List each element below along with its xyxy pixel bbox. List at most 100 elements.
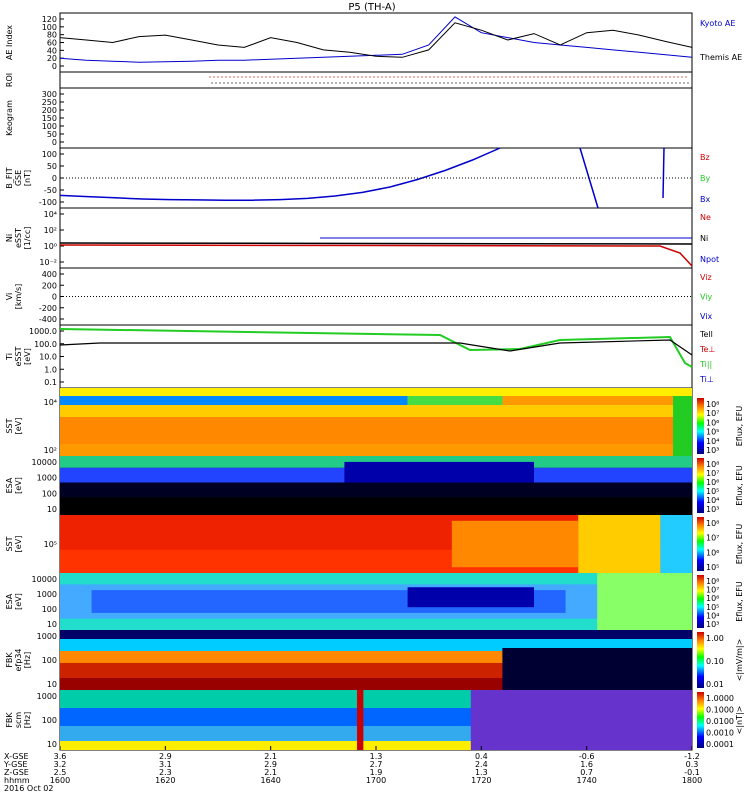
roi-dot xyxy=(627,82,629,84)
roi-dot xyxy=(267,82,269,84)
roi-dot xyxy=(495,82,497,84)
roi-dot xyxy=(479,82,481,84)
bfit-ytick-label: 100 xyxy=(42,150,57,159)
roi-dot xyxy=(337,76,339,78)
sst_i-ylabel-0: SST xyxy=(5,536,14,551)
roi-dot xyxy=(455,82,457,84)
keogram-ytick-label: 150 xyxy=(42,114,57,123)
esa_i-colorbar xyxy=(697,575,704,628)
esa_i-ytick-label: 10 xyxy=(47,620,57,629)
roi-dot xyxy=(409,76,411,78)
roi-dot xyxy=(341,76,343,78)
roi-dot xyxy=(393,76,395,78)
roi-dot xyxy=(621,76,623,78)
xtick-z: 1.9 xyxy=(370,768,383,777)
velocity-ytick-label: 400 xyxy=(42,270,57,279)
esa_e-ytick-label: 100 xyxy=(42,489,57,498)
mode-strip xyxy=(60,388,692,396)
roi-dot xyxy=(611,82,613,84)
density-black xyxy=(59,242,693,245)
roi-dot xyxy=(437,76,439,78)
roi-dot xyxy=(607,82,609,84)
keogram-frame xyxy=(59,87,693,149)
roi-dot xyxy=(645,76,647,78)
esa_e-cbar-tick: 10⁶ xyxy=(706,478,719,487)
fbk_e-cbar-tick: 0.01 xyxy=(706,680,724,689)
roi-dot xyxy=(477,76,479,78)
roi-dot xyxy=(599,82,601,84)
temp-ytick-label: 1000.0 xyxy=(29,327,57,336)
roi-dot xyxy=(431,82,433,84)
roi-dot xyxy=(239,82,241,84)
fbk_b-ylabel-1: scm xyxy=(14,712,23,729)
roi-dot xyxy=(595,82,597,84)
density-legend-1: Ni xyxy=(700,234,708,243)
roi-dot xyxy=(271,82,273,84)
sst_e-cell xyxy=(407,396,503,405)
esa_i-cell xyxy=(407,587,534,608)
roi-dot xyxy=(651,82,653,84)
keogram-ytick-label: 50 xyxy=(47,130,57,139)
esa_e-cbar-label: Eflux, EFU xyxy=(735,465,744,506)
esa_i-ytick-label: 100 xyxy=(42,605,57,614)
roi-dot xyxy=(231,82,233,84)
velocity-ytick-label: 0 xyxy=(52,293,57,302)
roi-dot xyxy=(577,76,579,78)
temp-black xyxy=(59,339,693,356)
roi-dot xyxy=(557,76,559,78)
roi-dot xyxy=(559,82,561,84)
bfit-ytick-label: -100 xyxy=(39,198,57,207)
roi-dot xyxy=(233,76,235,78)
fbk_e-cell xyxy=(502,648,692,690)
roi-dot xyxy=(531,82,533,84)
roi-dot xyxy=(221,76,223,78)
roi-dot xyxy=(307,82,309,84)
roi-dot xyxy=(675,82,677,84)
keogram-ytick-label: 200 xyxy=(42,106,57,115)
roi-dot xyxy=(397,76,399,78)
roi-dot xyxy=(405,76,407,78)
velocity-ylabel-1: [km/s] xyxy=(14,284,23,310)
bfit-legend-0: Bz xyxy=(700,153,710,162)
velocity-legend-0: Viz xyxy=(700,273,712,282)
density-ylabel-2: [1/cc] xyxy=(23,227,32,250)
roi-dot xyxy=(605,76,607,78)
roi-dot xyxy=(543,82,545,84)
roi-dot xyxy=(485,76,487,78)
bfit-ytick-label: 0 xyxy=(52,174,57,183)
roi-dot xyxy=(269,76,271,78)
bfit-ylabel-2: [nT] xyxy=(23,170,32,186)
sst_i-cbar-tick: 10⁵ xyxy=(706,563,719,572)
roi-dot xyxy=(209,76,211,78)
roi-dot xyxy=(383,82,385,84)
ae-ytick-label: 100 xyxy=(42,23,57,32)
fbk_e-ytick-label: 10 xyxy=(47,680,57,689)
roi-dot xyxy=(555,82,557,84)
esa_e-ytick-label: 10000 xyxy=(32,458,57,467)
density-ytick-label: 10⁻² xyxy=(39,258,57,267)
roi-dot xyxy=(659,82,661,84)
xtick-t: 1640 xyxy=(260,776,280,785)
sst_i-cell xyxy=(660,515,692,573)
roi-dot xyxy=(545,76,547,78)
roi-dot xyxy=(671,82,673,84)
temp-legend-2: Ti|| xyxy=(699,360,712,369)
roi-dot xyxy=(369,76,371,78)
xtick-y: 2.4 xyxy=(475,760,488,769)
roi-dot xyxy=(223,82,225,84)
roi-dot xyxy=(639,82,641,84)
roi-dot xyxy=(301,76,303,78)
roi-dot xyxy=(273,76,275,78)
xtick-y: 1.6 xyxy=(580,760,593,769)
roi-dot xyxy=(505,76,507,78)
roi-dot xyxy=(483,82,485,84)
xtick-x: 1.3 xyxy=(370,752,383,761)
velocity-ytick-label: -400 xyxy=(39,315,57,324)
roi-frame xyxy=(59,71,693,89)
xtick-z: 2.3 xyxy=(159,768,172,777)
sst_i-cell xyxy=(451,520,579,568)
roi-dot xyxy=(561,76,563,78)
xaxis-row-label: X-GSE xyxy=(4,752,29,761)
roi-dot xyxy=(281,76,283,78)
sst_e-ylabel-1: [eV] xyxy=(14,418,23,435)
